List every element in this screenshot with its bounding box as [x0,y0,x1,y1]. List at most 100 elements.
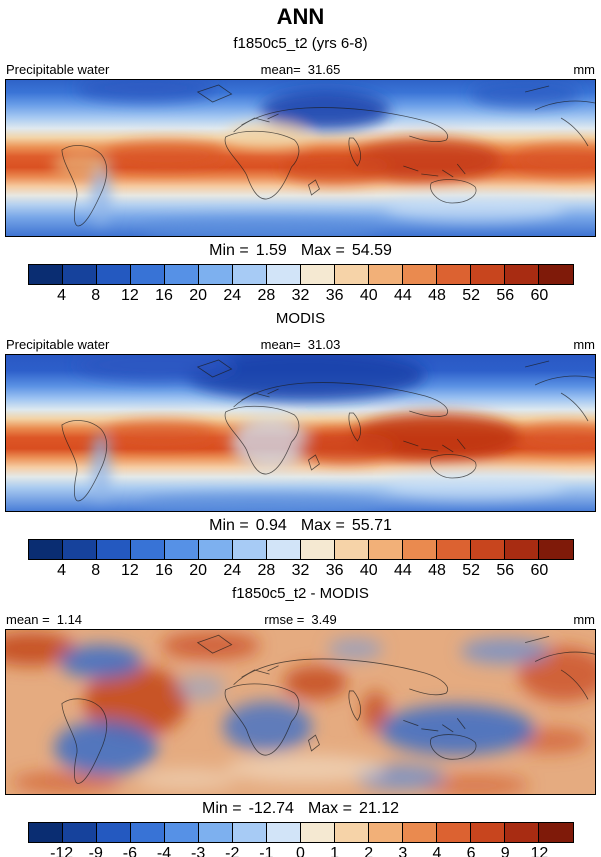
colorbar-segments [27,822,574,843]
colorbar-tick-label: -9 [88,845,103,857]
min-value: 0.94 [255,517,287,534]
colorbar-tick-label: 20 [189,287,208,304]
colorbar-tick-labels: 4 8 12 16 20 24 28 32 36 40 44 48 52 56 60 [28,286,574,305]
colorbar-segments [27,264,574,285]
colorbar-tick-label: 36 [325,562,344,579]
colorbar-segment [335,540,370,559]
colorbar-segment [539,265,573,284]
colorbar-segment [28,540,63,559]
minmax-stats-obs: Min = 0.94 Max = 55.71 [0,516,601,535]
world-map-graphic [6,80,595,236]
min-value: 1.59 [255,242,287,259]
figure-title: ANN [276,4,325,29]
colorbar-segment [164,823,199,842]
colorbar-tick-labels: -12 -9 -6 -4 -3 -2 -1 0 1 2 3 4 6 9 12 [28,844,574,857]
minmax-stats-diff: Min = -12.74 Max = 21.12 [0,799,601,818]
colorbar-segment [403,823,438,842]
colorbar-segment [369,265,404,284]
colorbar-tick-label: 24 [223,562,242,579]
colorbar-tick-label: 24 [223,287,242,304]
colorbar-tick-label: 8 [91,562,101,579]
colorbar-tick-label: -6 [122,845,137,857]
colorbar-segment [403,540,438,559]
colorbar-tick-label: 60 [530,562,549,579]
colorbar-segment [505,540,540,559]
colorbar-segment [266,540,301,559]
colorbar-segment [369,540,404,559]
panel-header-model: Precipitable water mean= 31.65 mm [0,62,601,77]
colorbar-tick-label: 8 [91,287,101,304]
mean-value: 31.65 [307,62,341,77]
colorbar-tick-label: 44 [393,287,412,304]
colorbar-tick-label: 4 [432,845,442,857]
colorbar-tick-label: 2 [364,845,374,857]
mean-label: mean = [6,612,50,627]
mean-label: mean= [260,337,301,352]
units-label: mm [573,337,595,352]
colorbar-segment [96,540,131,559]
units-label: mm [573,62,595,77]
colorbar-tick-label: 12 [120,287,139,304]
min-value: -12.74 [248,800,294,817]
colorbar-tick-label: 4 [57,287,67,304]
colorbar-tick-label: -12 [50,845,74,857]
colorbar-diff: -12 -9 -6 -4 -3 -2 -1 0 1 2 3 4 6 9 12 [27,822,574,857]
colorbar-segment [539,540,573,559]
colorbar-segment [266,265,301,284]
mean-value: 1.14 [56,612,83,627]
max-value: 21.12 [358,800,399,817]
colorbar-tick-label: 0 [296,845,305,857]
colorbar-segment [62,540,97,559]
colorbar-segment [96,265,131,284]
map-model-precipitable-water [5,79,596,237]
mean-stat: mean= 31.03 [0,337,601,352]
colorbar-segment [403,265,438,284]
colorbar-tick-label: 32 [291,562,310,579]
colorbar-tick-label: 16 [155,287,173,304]
colorbar-segment [164,540,199,559]
colorbar-tick-label: 12 [120,562,139,579]
colorbar-tick-label: 48 [428,287,446,304]
min-label: Min = [209,242,249,259]
colorbar-segment [539,823,573,842]
colorbar-model: 4 8 12 16 20 24 28 32 36 40 44 48 52 56 60 [27,264,574,305]
colorbar-segment [164,265,199,284]
variable-label: Precipitable water [6,62,110,77]
colorbar-segment [198,540,233,559]
colorbar-tick-label: 40 [359,287,378,304]
colorbar-segment [505,265,540,284]
colorbar-segment [62,823,97,842]
colorbar-tick-label: 28 [257,287,276,304]
colorbar-segment [266,823,301,842]
colorbar-segment [437,540,472,559]
mean-value: 31.03 [307,337,341,352]
colorbar-tick-label: -2 [225,845,240,857]
colorbar-tick-label: 52 [462,562,481,579]
max-value: 54.59 [351,242,392,259]
colorbar-segments [27,539,574,560]
colorbar-segment [96,823,131,842]
colorbar-tick-label: 56 [496,562,515,579]
colorbar-segment [198,265,233,284]
max-label: Max = [300,517,345,534]
max-value: 55.71 [351,517,392,534]
colorbar-tick-label: 56 [496,287,515,304]
colorbar-tick-label: 4 [57,562,67,579]
colorbar-tick-label: 6 [466,845,476,857]
colorbar-segment [335,265,370,284]
min-label: Min = [209,517,249,534]
colorbar-tick-label: 32 [291,287,310,304]
colorbar-tick-label: -4 [156,845,172,857]
colorbar-segment [62,265,97,284]
colorbar-tick-label: 36 [325,287,344,304]
colorbar-tick-label: 9 [500,845,510,857]
panel-title-diff: f1850c5_t2 - MODIS [232,585,369,602]
mean-label: mean= [260,62,301,77]
colorbar-segment [471,540,506,559]
colorbar-tick-label: 16 [155,562,173,579]
rmse-stat: rmse = 3.49 [0,612,601,627]
colorbar-segment [232,823,267,842]
colorbar-segment [130,540,165,559]
colorbar-tick-label: 12 [530,845,549,857]
